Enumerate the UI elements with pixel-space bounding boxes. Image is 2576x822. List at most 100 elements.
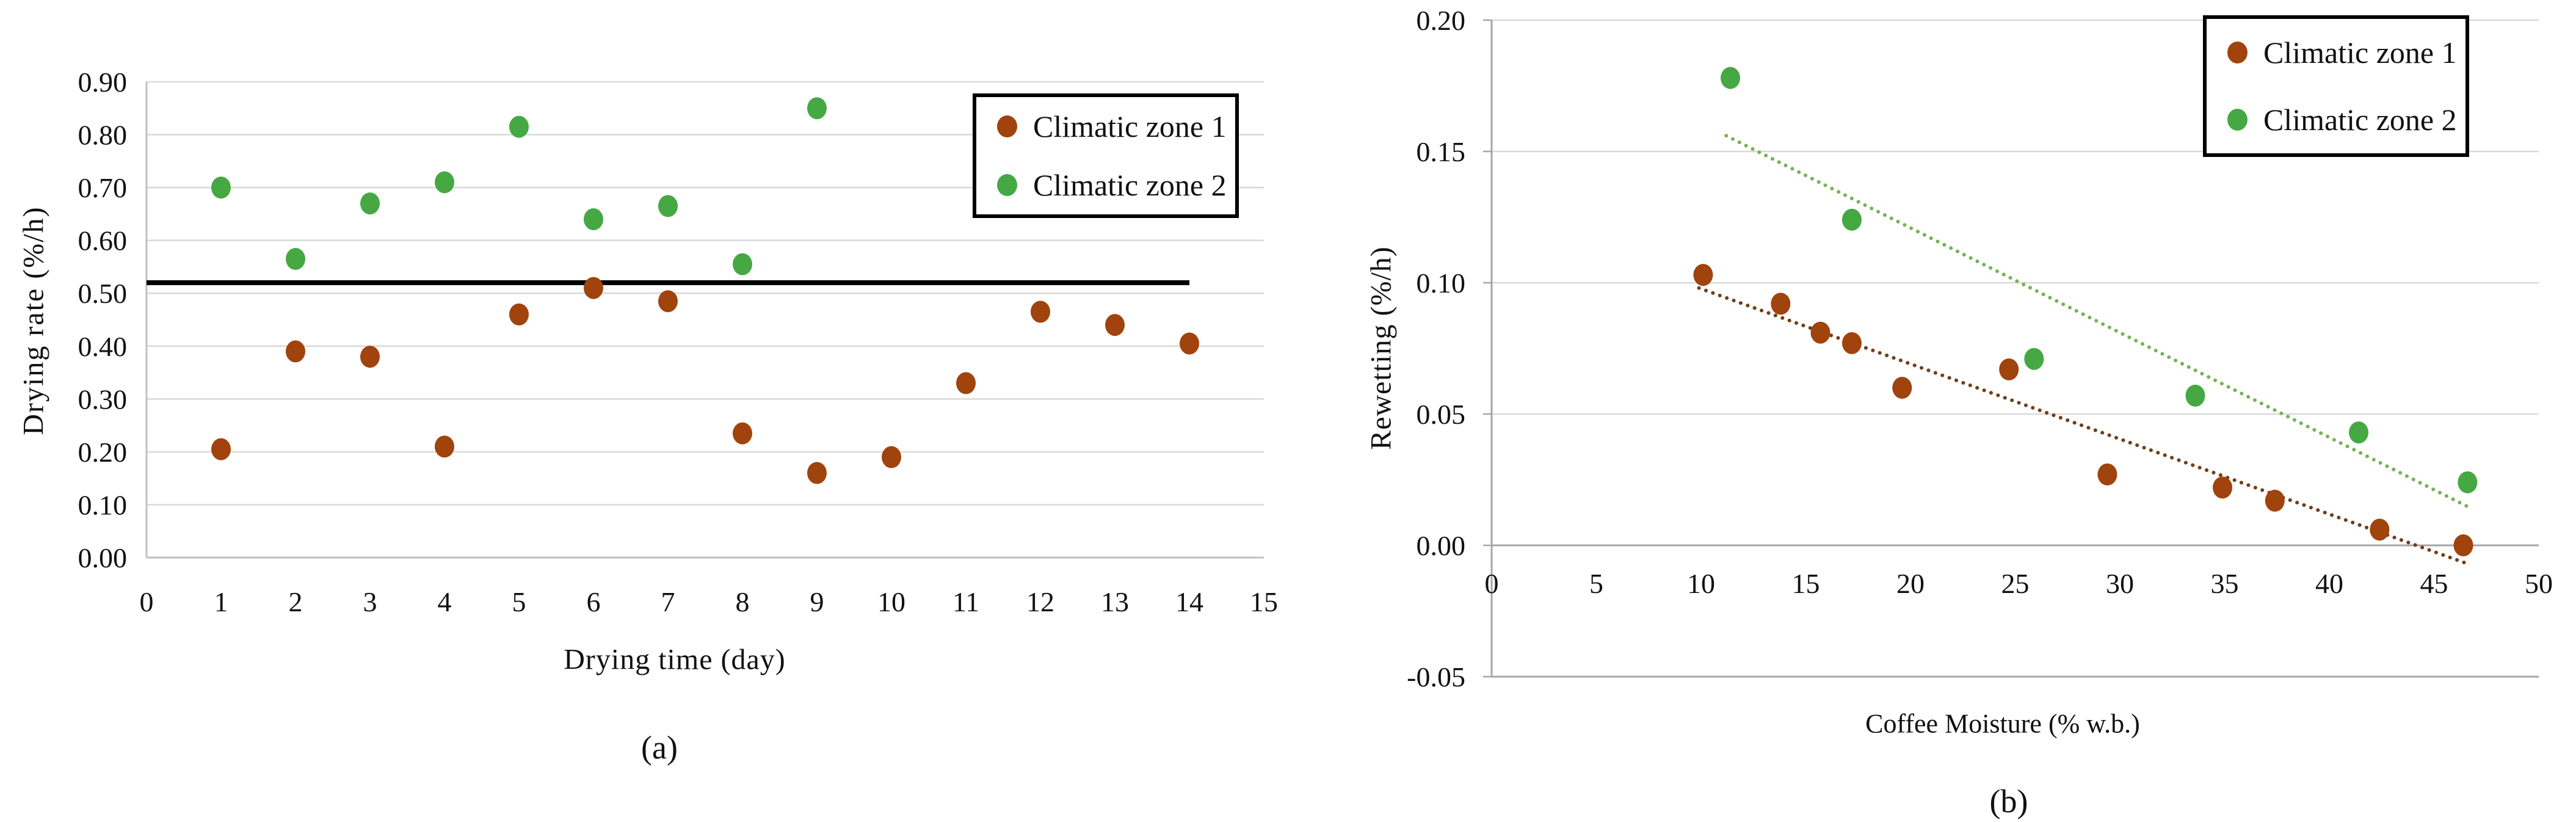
x-tick-label: 30 — [2106, 568, 2134, 599]
data-point — [1721, 67, 1741, 89]
data-point — [2213, 476, 2233, 499]
x-tick-label: 7 — [661, 586, 675, 617]
data-point — [360, 192, 380, 215]
x-tick-label: 10 — [1687, 568, 1715, 599]
data-point — [584, 277, 603, 299]
data-point — [435, 171, 454, 194]
data-point — [1031, 300, 1050, 323]
data-point — [1180, 332, 1199, 355]
y-tick-label: 0.00 — [78, 542, 128, 573]
x-tick-label: 14 — [1175, 586, 1203, 617]
zone2-marker-icon — [2227, 109, 2248, 131]
x-tick-label: 6 — [587, 586, 601, 617]
x-tick-label: 10 — [877, 586, 905, 617]
data-point — [2024, 347, 2044, 370]
x-tick-label: 15 — [1792, 568, 1820, 599]
y-tick-label: 0.05 — [1417, 399, 1466, 430]
data-point — [584, 208, 603, 231]
x-tick-label: 1 — [214, 586, 228, 617]
data-point — [2349, 421, 2369, 444]
x-tick-label: 8 — [736, 586, 750, 617]
x-tick-label: 45 — [2420, 568, 2448, 599]
data-point — [1999, 358, 2019, 380]
data-point — [807, 462, 827, 484]
data-point — [1105, 314, 1125, 336]
data-point — [1693, 264, 1713, 286]
y-tick-label: 0.30 — [78, 384, 128, 415]
data-point — [1771, 293, 1791, 315]
chart-b-caption: (b) — [1989, 783, 2028, 820]
legend-item-zone2: Climatic zone 2 — [2227, 102, 2465, 137]
y-tick-label: 0.40 — [78, 331, 128, 362]
chart-a-caption: (a) — [641, 729, 678, 766]
data-point — [211, 438, 231, 460]
legend-label-zone1: Climatic zone 1 — [2263, 35, 2457, 70]
x-tick-label: 4 — [438, 586, 452, 617]
y-tick-label: 0.50 — [78, 278, 128, 309]
data-point — [211, 176, 231, 199]
data-point — [1892, 377, 1912, 399]
data-point — [733, 422, 752, 445]
chart-a-legend: Climatic zone 1 Climatic zone 2 — [973, 93, 1239, 218]
legend-item-zone2: Climatic zone 2 — [997, 167, 1235, 203]
data-point — [286, 247, 305, 270]
data-point — [807, 97, 827, 120]
legend-item-zone1: Climatic zone 1 — [997, 109, 1235, 144]
y-tick-label: 0.70 — [78, 172, 128, 203]
data-point — [2265, 489, 2285, 512]
data-point — [956, 372, 976, 395]
zone2-marker-icon — [997, 174, 1017, 196]
legend-item-zone1: Climatic zone 1 — [2227, 35, 2465, 70]
x-tick-label: 20 — [1896, 568, 1925, 599]
chart-b-legend: Climatic zone 1 Climatic zone 2 — [2203, 15, 2469, 157]
y-tick-label: 0.15 — [1417, 136, 1466, 167]
y-tick-label: 0.10 — [1417, 267, 1466, 299]
x-tick-label: 40 — [2315, 568, 2343, 599]
y-tick-label: 0.60 — [78, 225, 128, 256]
data-point — [509, 303, 529, 326]
chart-a-y-axis-title: Drying rate (%/h) — [17, 206, 50, 435]
data-point — [1841, 208, 1862, 231]
data-point — [360, 346, 380, 368]
zone1-marker-icon — [997, 115, 1017, 137]
data-point — [658, 290, 678, 313]
x-tick-label: 15 — [1250, 586, 1278, 617]
y-tick-label: 0.00 — [1417, 530, 1466, 561]
x-tick-label: 11 — [952, 586, 979, 617]
x-tick-label: 0 — [1485, 568, 1499, 599]
x-tick-label: 35 — [2211, 568, 2239, 599]
x-tick-label: 5 — [1589, 568, 1603, 599]
data-point — [1841, 332, 1862, 354]
y-tick-label: 0.90 — [78, 67, 128, 98]
x-tick-label: 13 — [1101, 586, 1129, 617]
chart-a-x-axis-title: Drying time (day) — [564, 643, 786, 676]
data-point — [658, 195, 678, 217]
x-tick-label: 12 — [1026, 586, 1054, 617]
x-tick-label: 50 — [2525, 568, 2553, 599]
legend-label-zone2: Climatic zone 2 — [2263, 103, 2457, 137]
data-point — [1810, 321, 1830, 344]
trendline — [1697, 286, 2470, 566]
data-point — [286, 340, 305, 363]
y-tick-label: 0.20 — [78, 437, 128, 468]
legend-label-zone2: Climatic zone 2 — [1033, 168, 1227, 202]
x-tick-label: 9 — [810, 586, 824, 617]
y-tick-label: 0.20 — [1417, 5, 1466, 36]
data-point — [2453, 534, 2473, 556]
chart-b-x-axis-title: Coffee Moisture (% w.b.) — [1865, 708, 2140, 739]
x-tick-label: 25 — [2001, 568, 2030, 599]
chart-b-y-axis-title: Rewetting (%/h) — [1365, 246, 1398, 450]
data-point — [2185, 384, 2205, 407]
data-point — [435, 435, 454, 458]
legend-label-zone1: Climatic zone 1 — [1033, 109, 1227, 144]
x-tick-label: 2 — [289, 586, 303, 617]
data-point — [2458, 471, 2478, 493]
x-tick-label: 5 — [512, 586, 526, 617]
x-tick-label: 0 — [140, 586, 154, 617]
data-point — [2097, 463, 2117, 486]
data-point — [2370, 518, 2390, 541]
data-point — [882, 446, 901, 468]
data-point — [509, 115, 529, 138]
x-tick-label: 3 — [363, 586, 377, 617]
